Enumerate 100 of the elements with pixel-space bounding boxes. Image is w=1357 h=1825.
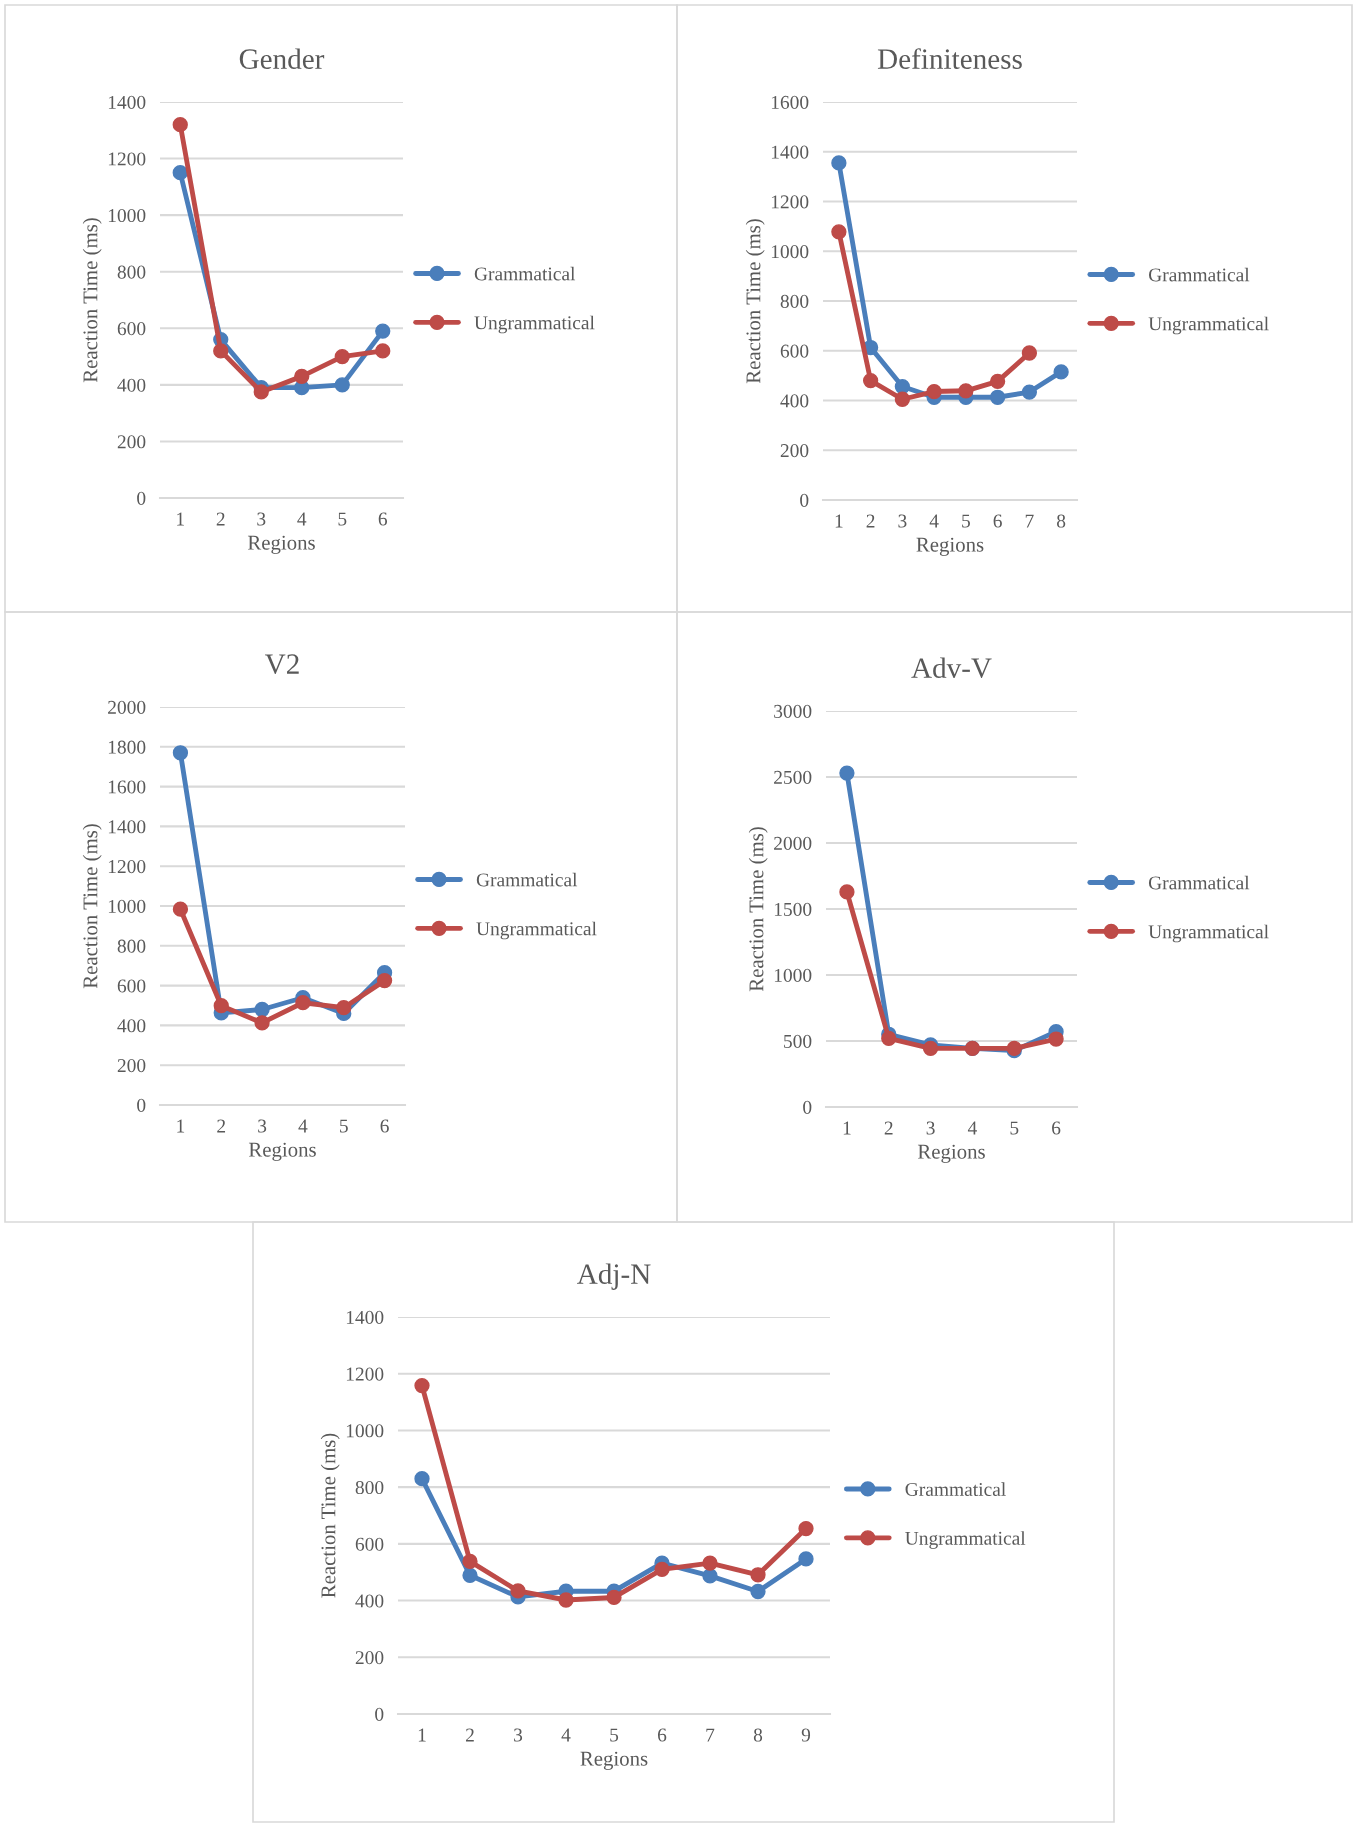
point	[1048, 1031, 1064, 1047]
y-tick-label: 600	[117, 322, 146, 336]
y-tick-label: 1400	[771, 145, 809, 159]
chart-title: Definiteness	[877, 48, 1022, 69]
y-tick-label: 1000	[771, 245, 809, 259]
x-tick-label: 1	[843, 1121, 851, 1135]
legend-label: Grammatical	[474, 266, 576, 281]
x-tick-label: 7	[1025, 514, 1034, 528]
point	[606, 1589, 622, 1606]
x-tick-label: 6	[380, 1119, 389, 1133]
x-tick-label: 5	[338, 512, 347, 526]
y-tick-label: 0	[800, 493, 809, 507]
y-tick-label: 200	[355, 1651, 384, 1665]
point	[172, 745, 189, 761]
legend-label: Grammatical	[1148, 267, 1250, 282]
point	[1021, 345, 1038, 361]
y-tick-label: 1400	[108, 95, 146, 109]
point	[254, 1001, 270, 1018]
x-axis-title: Regions	[247, 535, 315, 554]
y-tick-label: 2000	[774, 836, 812, 850]
x-tick-label: 2	[217, 1119, 226, 1133]
chart-title: V2	[265, 654, 299, 675]
x-tick-label: 3	[926, 1121, 935, 1135]
y-tick-label: 0	[803, 1100, 812, 1114]
point	[334, 377, 350, 393]
point	[375, 323, 391, 339]
x-tick-label: 4	[929, 514, 939, 528]
x-tick-label: 3	[898, 514, 907, 528]
y-tick-label: 0	[137, 1098, 146, 1112]
point	[213, 343, 229, 359]
point	[989, 389, 1006, 405]
y-axis-title: Reaction Time (ms)	[82, 824, 102, 989]
y-tick-label: 200	[117, 435, 146, 449]
point	[375, 343, 391, 359]
point	[172, 901, 189, 917]
point	[462, 1567, 478, 1583]
y-tick-label: 1200	[108, 152, 146, 166]
legend-label: Ungrammatical	[474, 315, 595, 334]
y-tick-label: 1200	[108, 860, 146, 874]
point	[831, 224, 847, 240]
point	[798, 1520, 814, 1537]
x-tick-label: 4	[297, 512, 307, 526]
x-axis-title: Regions	[916, 537, 984, 556]
y-tick-label: 600	[780, 344, 809, 358]
chart-title: Adv-V	[911, 657, 992, 679]
chart-title: Adj-N	[577, 1263, 651, 1290]
y-tick-label: 800	[117, 939, 146, 953]
y-tick-label: 600	[117, 979, 146, 993]
point	[702, 1568, 718, 1584]
y-tick-label: 1400	[108, 820, 146, 834]
x-tick-label: 4	[561, 1728, 571, 1742]
x-tick-label: 6	[993, 514, 1002, 528]
x-tick-label: 3	[258, 1119, 267, 1133]
y-tick-label: 1200	[771, 195, 809, 209]
point	[750, 1567, 766, 1583]
x-tick-label: 6	[657, 1728, 667, 1742]
y-tick-label: 400	[355, 1594, 384, 1608]
point	[654, 1561, 670, 1578]
legend-label: Grammatical	[905, 1482, 1006, 1496]
y-tick-label: 500	[784, 1034, 812, 1048]
y-axis-title: Reaction Time (ms)	[82, 218, 102, 383]
legend-label: Ungrammatical	[476, 921, 597, 940]
x-tick-label: 2	[465, 1728, 474, 1742]
point	[894, 378, 911, 395]
x-tick-label: 4	[298, 1119, 308, 1133]
point	[922, 1040, 939, 1057]
point	[1021, 384, 1038, 400]
point	[750, 1583, 766, 1600]
y-tick-label: 800	[117, 265, 146, 279]
point	[213, 998, 229, 1014]
point	[336, 1000, 352, 1016]
y-tick-label: 1800	[108, 740, 146, 754]
x-axis-title: Regions	[248, 1142, 316, 1161]
y-tick-label: 400	[117, 378, 146, 392]
y-tick-label: 2500	[774, 770, 812, 784]
y-tick-label: 1200	[346, 1367, 384, 1381]
y-tick-label: 1600	[771, 95, 809, 109]
point	[839, 884, 855, 900]
x-tick-label: 5	[1010, 1121, 1019, 1135]
point	[414, 1377, 430, 1394]
y-tick-label: 800	[780, 294, 809, 308]
x-tick-label: 3	[257, 512, 266, 526]
point	[1053, 364, 1069, 380]
y-tick-label: 1500	[774, 902, 812, 916]
y-axis-title: Reaction Time (ms)	[745, 219, 765, 384]
y-tick-label: 1600	[108, 780, 146, 794]
point	[172, 165, 188, 181]
point	[894, 391, 911, 407]
x-tick-label: 5	[610, 1728, 619, 1742]
y-tick-label: 1000	[346, 1424, 384, 1438]
x-tick-label: 1	[835, 514, 843, 528]
legend-label: Ungrammatical	[1148, 316, 1269, 335]
point	[881, 1030, 897, 1046]
x-tick-label: 7	[706, 1728, 715, 1742]
y-tick-label: 400	[780, 394, 809, 408]
y-tick-label: 1400	[346, 1310, 384, 1324]
x-tick-label: 5	[340, 1119, 348, 1133]
point	[702, 1555, 718, 1571]
point	[294, 368, 310, 385]
point	[862, 372, 879, 389]
